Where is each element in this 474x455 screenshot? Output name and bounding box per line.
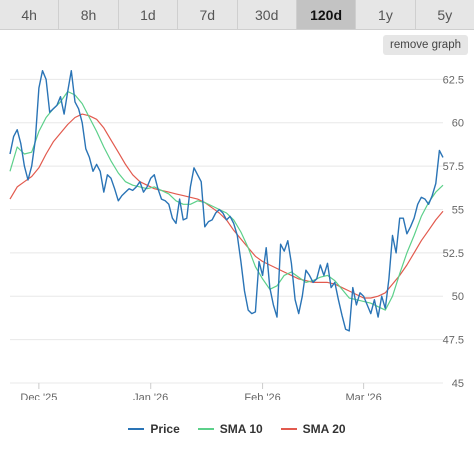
legend-label: Price [150, 422, 180, 436]
remove-graph-button[interactable]: remove graph [383, 35, 468, 55]
series-line-sma10 [9, 90, 444, 311]
y-tick-label: 55 [452, 204, 464, 216]
y-tick-label: 47.5 [443, 335, 464, 347]
y-tick-label: 50 [452, 291, 464, 303]
y-axis-ticks: 45 47.5 50 52.5 55 57.5 60 62.5 [443, 74, 464, 390]
time-range-tabs: 4h 8h 1d 7d 30d 120d 1y 5y [0, 0, 474, 30]
chart-legend: Price SMA 10 SMA 20 [0, 418, 474, 440]
chart-series [9, 70, 444, 332]
y-tick-label: 57.5 [443, 161, 464, 173]
legend-swatch [128, 428, 145, 430]
y-tick-label: 52.5 [443, 248, 464, 260]
x-tick-label: Dec '25 [20, 392, 57, 400]
x-tick-label: Jan '26 [133, 392, 168, 400]
series-line-price [9, 70, 444, 332]
x-axis-ticks: Dec '25 Jan '26 Feb '26 Mar '26 [20, 383, 382, 400]
chart-grid [10, 78, 443, 384]
x-tick-label: Mar '26 [345, 392, 381, 400]
y-tick-label: 45 [452, 378, 464, 390]
legend-item-price[interactable]: Price [128, 422, 180, 436]
legend-item-sma10[interactable]: SMA 10 [197, 422, 263, 436]
tab-4h[interactable]: 4h [0, 0, 60, 29]
tab-120d[interactable]: 120d [296, 0, 357, 29]
x-tick-label: Feb '26 [244, 392, 280, 400]
legend-swatch [197, 428, 214, 430]
tab-1y[interactable]: 1y [356, 0, 416, 29]
legend-swatch [280, 428, 297, 430]
legend-label: SMA 10 [219, 422, 263, 436]
tab-1d[interactable]: 1d [119, 0, 179, 29]
tab-7d[interactable]: 7d [178, 0, 238, 29]
series-line-sma20 [9, 113, 444, 299]
y-tick-label: 60 [452, 118, 464, 130]
price-chart: 45 47.5 50 52.5 55 57.5 60 62.5 Dec '25 Jan '26 F… [9, 70, 464, 400]
tab-30d[interactable]: 30d [238, 0, 297, 29]
tab-5y[interactable]: 5y [437, 6, 453, 23]
legend-item-sma20[interactable]: SMA 20 [280, 422, 346, 436]
y-tick-label: 62.5 [443, 74, 464, 86]
legend-label: SMA 20 [302, 422, 346, 436]
tab-8h[interactable]: 8h [59, 0, 119, 29]
